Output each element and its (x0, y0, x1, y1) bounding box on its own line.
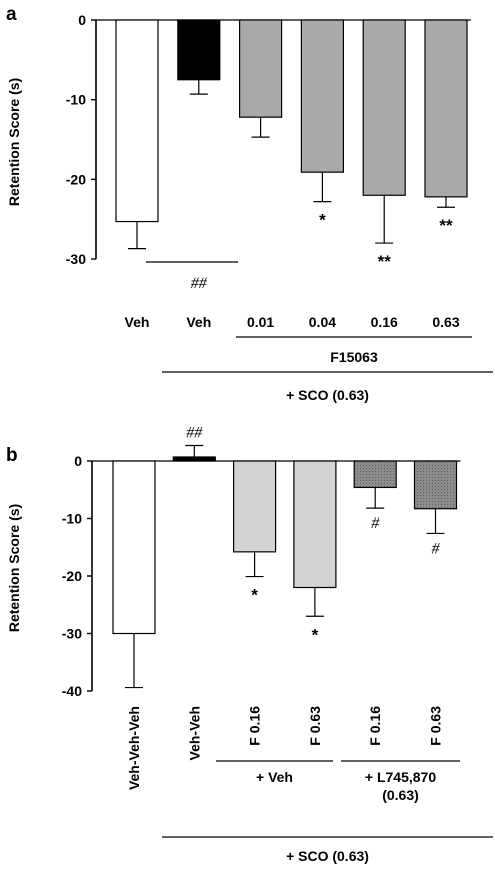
panel-a: a Retention Score (s) ##***** 0-10-20-30… (6, 4, 493, 403)
y-tick-label: -20 (62, 568, 82, 584)
category-label: F 0.16 (367, 706, 383, 746)
category-label: Veh-Veh (186, 706, 202, 760)
bar (233, 460, 277, 553)
y-tick-label: 0 (78, 12, 86, 28)
panel-b: b Retention Score (s) ##**## 0-10-20-30-… (6, 424, 493, 864)
group-label: + SCO (0.63) (286, 387, 369, 403)
significance-mark: * (312, 625, 319, 644)
bar (353, 460, 397, 489)
y-tick-label: -10 (66, 92, 86, 108)
significance-mark: # (432, 540, 441, 557)
category-label: F 0.16 (247, 706, 263, 746)
bar (424, 19, 468, 198)
panel-letter-b: b (6, 445, 18, 466)
y-axis-label-b: Retention Score (s) (6, 504, 22, 632)
y-tick-label: -40 (62, 683, 82, 699)
significance-mark: ** (378, 252, 392, 271)
y-tick-label: -10 (62, 511, 82, 527)
bar (300, 19, 344, 173)
y-tick-label: 0 (74, 453, 82, 469)
group-label-line2: (0.63) (382, 787, 419, 803)
group-label: + Veh (256, 769, 293, 785)
category-label: 0.63 (432, 314, 459, 330)
bar (362, 19, 406, 196)
significance-mark: * (319, 211, 326, 230)
category-label: 0.04 (309, 314, 336, 330)
y-tick-label: -30 (66, 251, 86, 267)
category-label: Veh-Veh-Veh (126, 706, 142, 790)
y-axis-label-a: Retention Score (s) (6, 78, 22, 206)
significance-mark: # (371, 515, 380, 532)
bar (172, 456, 216, 462)
category-label: Veh (186, 314, 211, 330)
y-tick-label: -30 (62, 626, 82, 642)
group-label: + L745,870 (365, 769, 436, 785)
panel-letter-a: a (6, 4, 17, 25)
bar (115, 19, 159, 223)
significance-mark: ## (191, 275, 208, 292)
bar (239, 19, 283, 118)
significance-mark: ## (186, 424, 203, 441)
category-label: 0.01 (247, 314, 274, 330)
significance-mark: ** (439, 216, 453, 235)
group-label: + SCO (0.63) (286, 848, 369, 864)
significance-mark: * (251, 586, 258, 605)
bar (112, 460, 156, 635)
category-label: F 0.63 (428, 706, 444, 746)
bar (177, 19, 221, 81)
bar (413, 460, 458, 510)
bar (293, 460, 337, 589)
category-label: 0.16 (371, 314, 398, 330)
category-label: Veh (125, 314, 150, 330)
category-label: F 0.63 (307, 706, 323, 746)
group-label: F15063 (330, 349, 378, 365)
y-tick-label: -20 (66, 171, 86, 187)
